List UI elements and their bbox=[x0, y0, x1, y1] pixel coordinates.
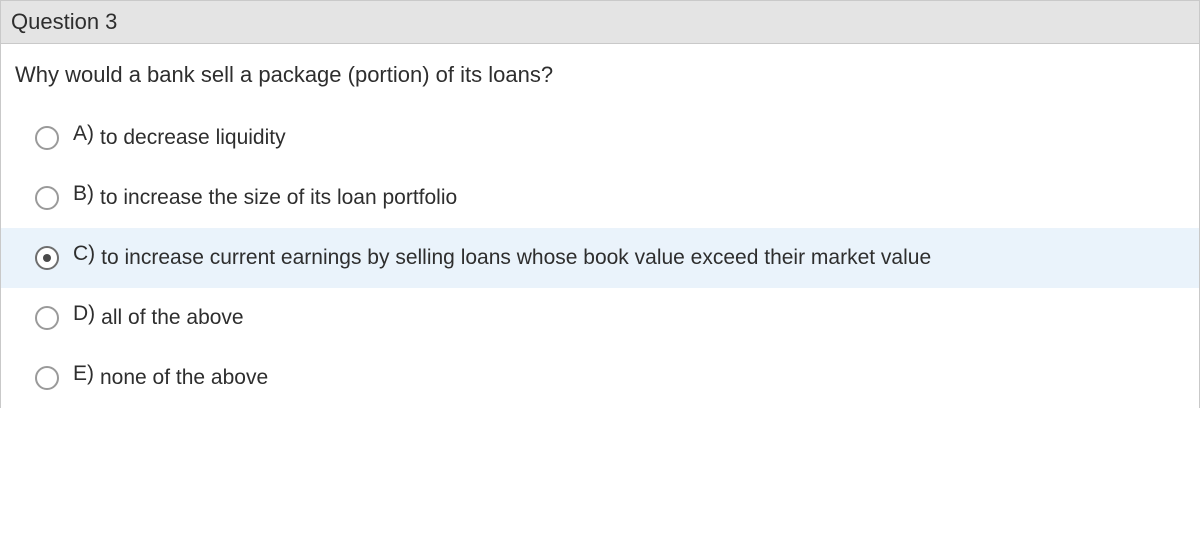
option-b[interactable]: B) to increase the size of its loan port… bbox=[1, 168, 1199, 228]
option-text: none of the above bbox=[100, 366, 268, 390]
radio-icon[interactable] bbox=[35, 366, 59, 390]
option-e[interactable]: E) none of the above bbox=[1, 348, 1199, 408]
option-label: B) to increase the size of its loan port… bbox=[73, 186, 457, 210]
option-text: to increase the size of its loan portfol… bbox=[100, 186, 457, 210]
option-label: E) none of the above bbox=[73, 366, 268, 390]
options-list: A) to decrease liquidity B) to increase … bbox=[1, 98, 1199, 408]
question-prompt: Why would a bank sell a package (portion… bbox=[1, 44, 1199, 98]
option-label: C) to increase current earnings by selli… bbox=[73, 246, 931, 270]
radio-icon[interactable] bbox=[35, 126, 59, 150]
radio-icon[interactable] bbox=[35, 306, 59, 330]
option-letter: D) bbox=[73, 302, 95, 326]
radio-icon[interactable] bbox=[35, 246, 59, 270]
option-text: all of the above bbox=[101, 306, 243, 330]
option-d[interactable]: D) all of the above bbox=[1, 288, 1199, 348]
option-label: D) all of the above bbox=[73, 306, 244, 330]
option-text: to decrease liquidity bbox=[100, 126, 286, 150]
question-container: Question 3 Why would a bank sell a packa… bbox=[0, 0, 1200, 408]
radio-icon[interactable] bbox=[35, 186, 59, 210]
option-a[interactable]: A) to decrease liquidity bbox=[1, 108, 1199, 168]
option-letter: C) bbox=[73, 242, 95, 266]
option-label: A) to decrease liquidity bbox=[73, 126, 286, 150]
question-header: Question 3 bbox=[1, 1, 1199, 44]
option-letter: B) bbox=[73, 182, 94, 206]
option-text: to increase current earnings by selling … bbox=[101, 246, 931, 270]
option-letter: A) bbox=[73, 122, 94, 146]
option-letter: E) bbox=[73, 362, 94, 386]
option-c[interactable]: C) to increase current earnings by selli… bbox=[1, 228, 1199, 288]
